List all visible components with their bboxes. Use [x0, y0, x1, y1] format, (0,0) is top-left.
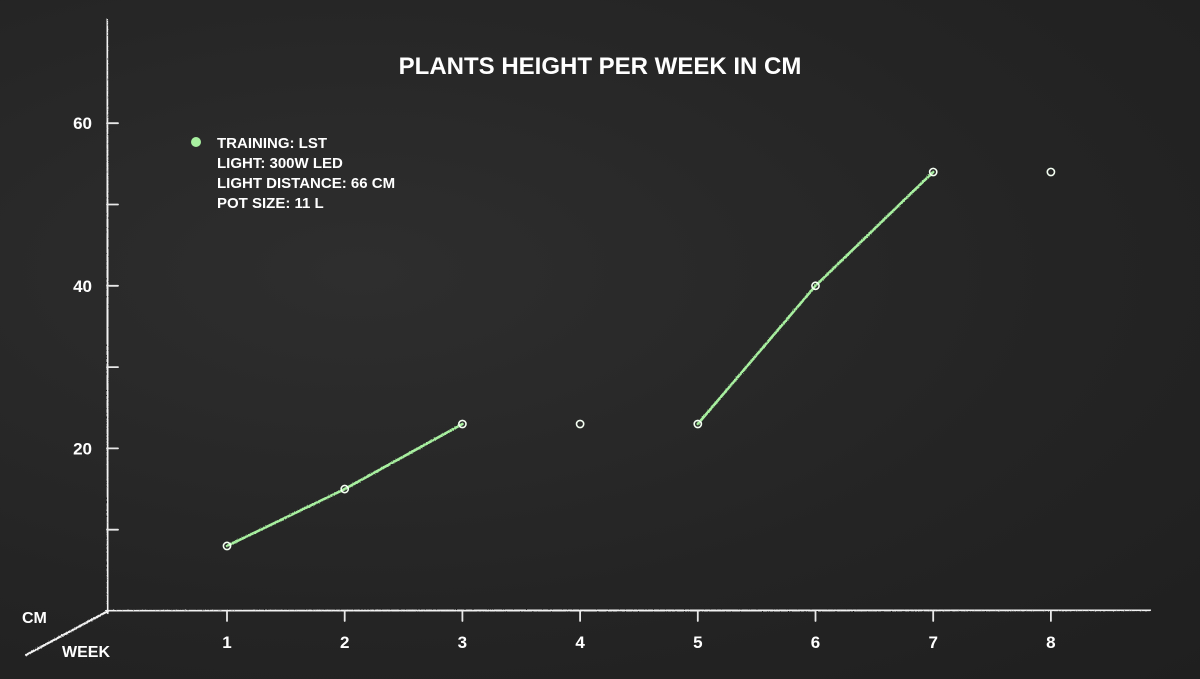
x-tick-label: 7	[928, 633, 937, 652]
x-tick-label: 1	[222, 633, 231, 652]
data-point	[1046, 167, 1056, 177]
data-point	[457, 419, 467, 429]
axes	[24, 18, 1152, 657]
data-point	[928, 167, 938, 177]
legend-line-light: LIGHT: 300W LED	[217, 155, 343, 172]
y-tick-label: 20	[73, 439, 92, 458]
x-ticks: 1 2 3 4 5 6 7 8	[222, 610, 1056, 652]
y-axis-line	[105, 18, 110, 615]
legend-line-light-distance: LIGHT DISTANCE: 66 CM	[217, 175, 395, 192]
series-line-segment	[225, 487, 347, 548]
series-line-segment	[814, 170, 935, 288]
legend-line-training: TRAINING: LST	[217, 135, 327, 152]
x-tick-label: 2	[340, 633, 349, 652]
series-line-segment	[343, 422, 464, 491]
legend-line-pot-size: POT SIZE: 11 L	[217, 195, 324, 212]
x-axis-line	[104, 608, 1152, 613]
legend-marker	[191, 137, 201, 147]
x-tick-label: 6	[811, 633, 820, 652]
series-group	[222, 167, 1056, 551]
x-tick-label: 5	[693, 633, 702, 652]
corner-diagonal-line	[24, 609, 110, 657]
y-tick-label: 60	[73, 114, 92, 133]
data-point	[222, 541, 232, 551]
x-axis-label: WEEK	[62, 644, 110, 661]
series-line-segment	[696, 284, 817, 426]
y-axis-label: CM	[22, 610, 47, 627]
data-point	[811, 281, 820, 291]
y-ticks: 20 40 60	[73, 114, 119, 531]
data-point	[693, 419, 703, 429]
x-tick-label: 3	[458, 633, 467, 652]
data-point	[575, 419, 585, 429]
x-tick-label: 8	[1046, 633, 1055, 652]
chart-title: PLANTS HEIGHT PER WEEK IN CM	[399, 53, 802, 80]
legend: TRAINING: LST LIGHT: 300W LED LIGHT DIST…	[191, 135, 395, 212]
data-point	[340, 484, 350, 494]
x-tick-label: 4	[575, 633, 585, 652]
y-tick-label: 40	[73, 277, 92, 296]
